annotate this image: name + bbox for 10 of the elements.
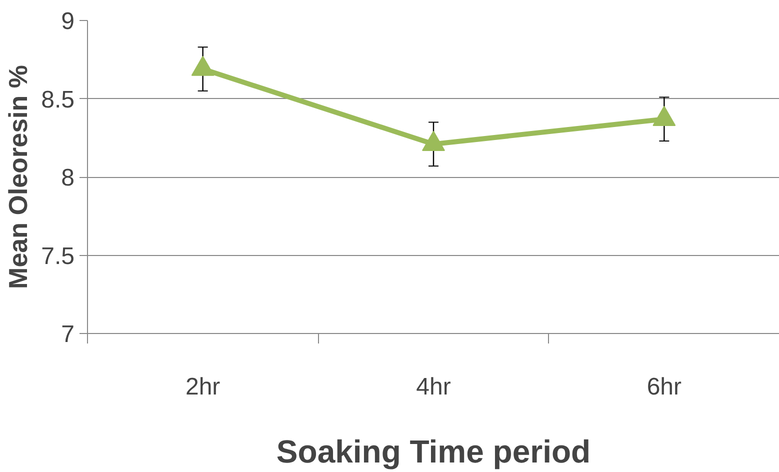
y-tick-label: 8 xyxy=(61,164,75,192)
x-axis-title: Soaking Time period xyxy=(276,434,591,470)
x-tick-label: 4hr xyxy=(416,374,451,400)
y-tick-label: 8.5 xyxy=(41,86,75,114)
y-tick-label: 7.5 xyxy=(41,242,75,270)
x-tick-label: 6hr xyxy=(646,374,682,400)
y-tick-label: 9 xyxy=(61,8,75,35)
y-tick-label: 7 xyxy=(61,321,75,348)
x-tick-label: 2hr xyxy=(185,374,220,400)
y-axis-title: Mean Oleoresin % xyxy=(3,65,34,289)
